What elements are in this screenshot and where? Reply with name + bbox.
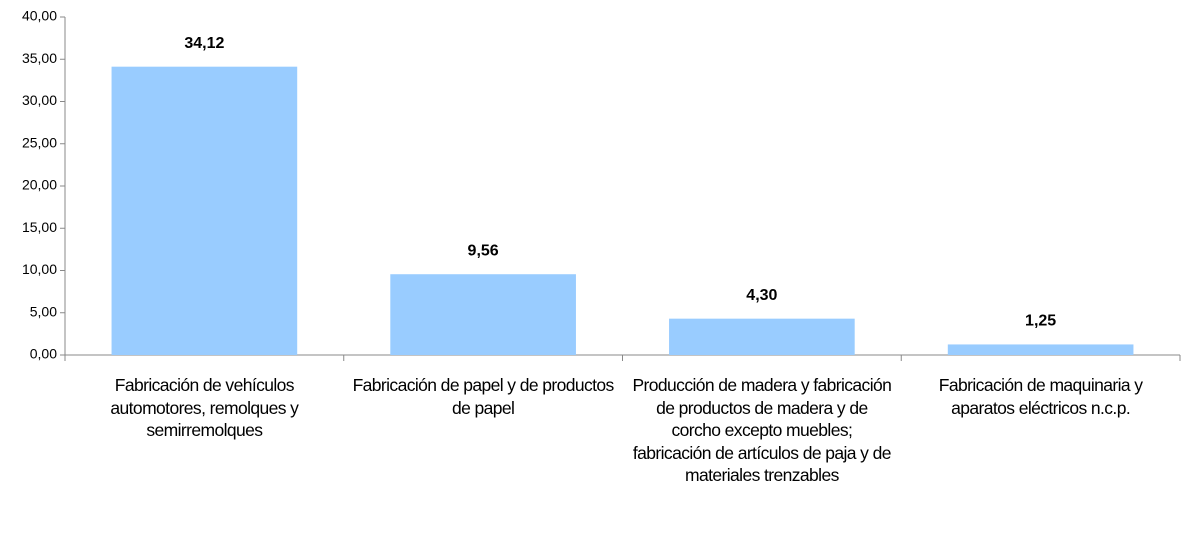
- data-label: 4,30: [746, 287, 777, 304]
- bar: [947, 344, 1134, 355]
- data-label: 1,25: [1025, 313, 1056, 330]
- y-tick-label: 5,00: [30, 303, 57, 319]
- bar: [669, 318, 855, 355]
- y-tick-label: 25,00: [22, 134, 57, 150]
- y-tick-label: 10,00: [22, 261, 57, 277]
- y-tick-label: 35,00: [22, 50, 57, 66]
- data-label: 34,12: [184, 35, 224, 52]
- y-tick-label: 30,00: [22, 92, 57, 108]
- data-label: 9,56: [468, 242, 499, 259]
- x-tick-label: Producción de madera y fabricación de pr…: [632, 375, 892, 485]
- bar: [111, 66, 298, 355]
- y-tick-label: 20,00: [22, 177, 57, 193]
- bar: [390, 274, 576, 355]
- y-tick-label: 0,00: [30, 346, 57, 362]
- y-tick-label: 40,00: [22, 8, 57, 24]
- x-tick-label: Fabricación de vehículos automotores, re…: [110, 375, 299, 440]
- y-tick-label: 15,00: [22, 219, 57, 235]
- x-tick-label: Fabricación de papel y de productos de p…: [352, 375, 615, 418]
- x-tick-label: Fabricación de maquinaria y aparatos elé…: [938, 375, 1143, 418]
